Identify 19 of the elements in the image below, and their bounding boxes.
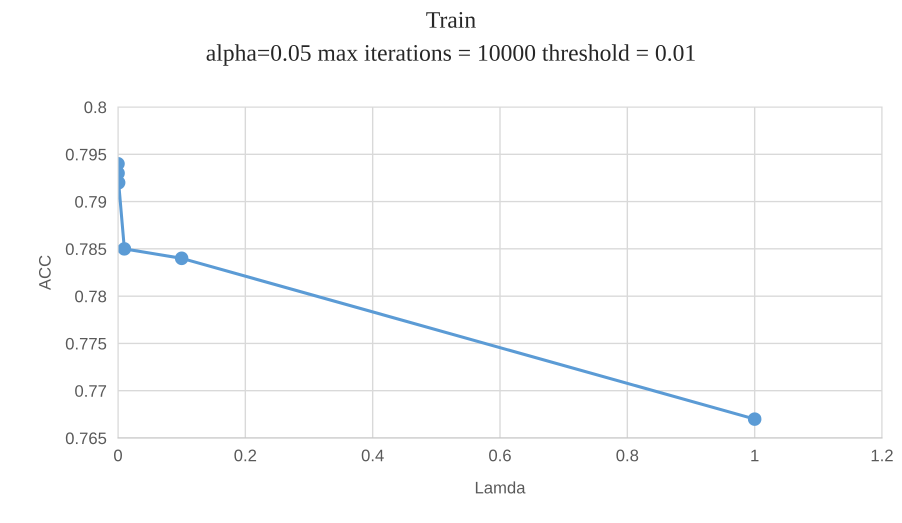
x-tick-label: 0.2 [234,450,256,462]
y-tick-label: 0.765 [66,432,106,444]
x-tick-label: 0.8 [616,450,638,462]
x-tick-label: 1.2 [872,450,893,462]
y-tick-label: 0.77 [75,385,106,397]
y-tick-label: 0.795 [66,148,106,160]
x-tick-label: 0.6 [489,450,511,462]
y-tick-label: 0.785 [66,243,106,256]
x-tick-label: 1 [751,450,758,462]
x-tick-label: 0 [114,450,122,462]
y-tick-label: 0.79 [75,196,106,208]
x-axis-title: Lamda [476,481,526,494]
x-tick-label: 0.4 [362,450,384,462]
chart-subtitle: alpha=0.05 max iterations = 10000 threshold = 0.01 [206,44,695,66]
chart-title: Train [426,12,476,28]
y-tick-label: 0.775 [66,338,106,350]
y-tick-label: 0.78 [75,290,106,302]
y-axis-title: ACC [38,256,51,290]
y-tick-label: 0.8 [84,101,106,114]
